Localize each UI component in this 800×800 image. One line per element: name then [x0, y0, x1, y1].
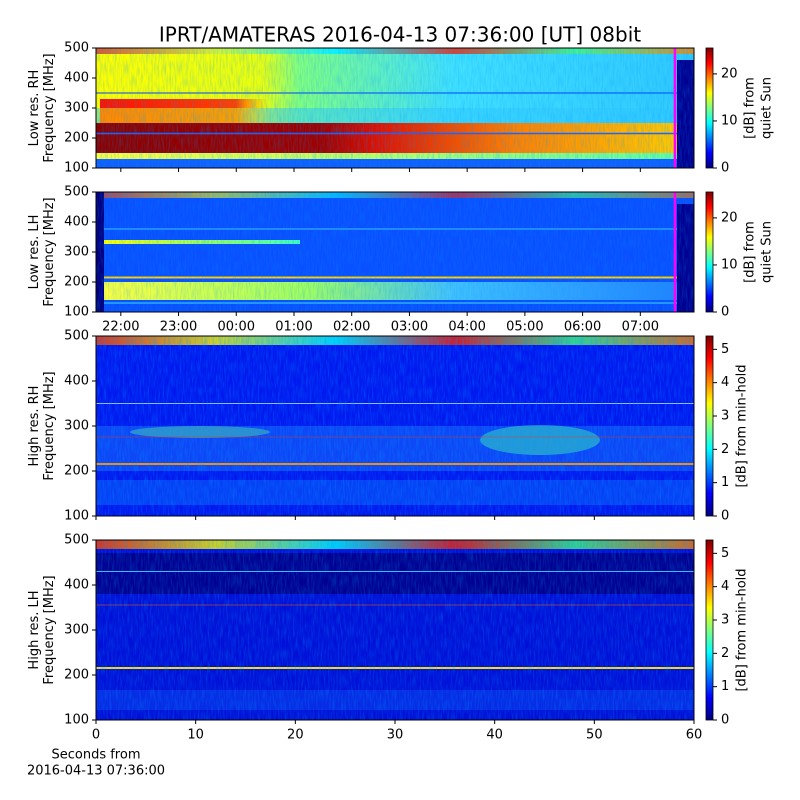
- x-tick-label: 02:00: [333, 320, 370, 335]
- x-tick-label: 05:00: [506, 320, 543, 335]
- x-axis-label: Seconds from: [51, 748, 140, 763]
- colorbar-tick-label: 20: [721, 66, 738, 81]
- x-tick-label: 60: [686, 728, 703, 743]
- figure-title: IPRT/AMATERAS 2016-04-13 07:36:00 [UT] 0…: [159, 23, 641, 47]
- colorbar-label: [dB] from: [743, 77, 758, 139]
- x-tick-label: 23:00: [160, 320, 197, 335]
- colorbar-tick-label: 5: [721, 546, 729, 561]
- colorbar: [705, 335, 714, 517]
- colorbar: [705, 539, 714, 721]
- x-tick-label: 22:00: [102, 320, 139, 335]
- y-axis-label: High res. RH: [27, 386, 42, 467]
- spectrogram: [96, 540, 694, 720]
- y-tick-label: 400: [64, 374, 89, 389]
- colorbar-tick-label: 10: [721, 113, 738, 128]
- colorbar-tick-label: 1: [721, 475, 729, 490]
- y-tick-label: 300: [64, 101, 89, 116]
- colorbar: [705, 191, 714, 313]
- x-tick-label: 30: [387, 728, 404, 743]
- x-tick-label: 40: [486, 728, 503, 743]
- y-tick-label: 300: [64, 245, 89, 260]
- y-axis-label: Frequency [MHz]: [42, 371, 57, 480]
- x-tick-label: 04:00: [448, 320, 485, 335]
- x-tick-label: 20: [287, 728, 304, 743]
- x-tick-label: 01:00: [275, 320, 312, 335]
- y-axis-label: Frequency [MHz]: [42, 197, 57, 306]
- y-axis-label: Frequency [MHz]: [42, 53, 57, 162]
- colorbar-tick-label: 3: [721, 409, 729, 424]
- y-tick-label: 400: [64, 71, 89, 86]
- colorbar-tick-label: 20: [721, 210, 738, 225]
- x-tick-label: 50: [586, 728, 603, 743]
- colorbar-tick-label: 3: [721, 613, 729, 628]
- colorbar-label: quiet Sun: [760, 221, 775, 283]
- x-tick-label: 03:00: [391, 320, 428, 335]
- colorbar-label: quiet Sun: [760, 77, 775, 139]
- colorbar-tick-label: 0: [721, 161, 729, 176]
- x-tick-label: 10: [187, 728, 204, 743]
- colorbar-tick-label: 0: [721, 509, 729, 524]
- spectrogram: [96, 48, 694, 168]
- y-tick-label: 200: [64, 668, 89, 683]
- y-tick-label: 400: [64, 578, 89, 593]
- y-axis-label: Low res. RH: [27, 70, 42, 147]
- y-tick-label: 100: [64, 161, 89, 176]
- colorbar-tick-label: 10: [721, 257, 738, 272]
- colorbar-label: [dB] from: [743, 221, 758, 283]
- colorbar-tick-label: 4: [721, 375, 729, 390]
- x-tick-label: 0: [92, 728, 100, 743]
- colorbar-tick-label: 2: [721, 442, 729, 457]
- colorbar: [705, 47, 714, 169]
- y-tick-label: 500: [64, 533, 89, 548]
- y-tick-label: 100: [64, 509, 89, 524]
- x-tick-label: 06:00: [564, 320, 601, 335]
- colorbar-tick-label: 4: [721, 579, 729, 594]
- y-tick-label: 200: [64, 275, 89, 290]
- y-tick-label: 400: [64, 215, 89, 230]
- y-tick-label: 200: [64, 464, 89, 479]
- y-tick-label: 500: [64, 185, 89, 200]
- colorbar-label: [dB] from min-hold: [735, 364, 750, 487]
- x-tick-label: 00:00: [218, 320, 255, 335]
- x-tick-label: 07:00: [622, 320, 659, 335]
- colorbar-tick-label: 2: [721, 646, 729, 661]
- colorbar-tick-label: 0: [721, 305, 729, 320]
- y-tick-label: 300: [64, 419, 89, 434]
- y-tick-label: 500: [64, 41, 89, 56]
- y-tick-label: 100: [64, 713, 89, 728]
- y-tick-label: 300: [64, 623, 89, 638]
- y-axis-label: Low res. LH: [27, 215, 42, 290]
- colorbar-label: [dB] from min-hold: [735, 568, 750, 691]
- y-tick-label: 100: [64, 305, 89, 320]
- y-axis-label: High res. LH: [27, 590, 42, 669]
- colorbar-tick-label: 1: [721, 679, 729, 694]
- y-tick-label: 200: [64, 131, 89, 146]
- y-axis-label: Frequency [MHz]: [42, 575, 57, 684]
- spectrogram: [96, 336, 694, 516]
- y-tick-label: 500: [64, 329, 89, 344]
- x-axis-label: 2016-04-13 07:36:00: [27, 764, 165, 779]
- spectrogram: [96, 192, 694, 312]
- colorbar-tick-label: 0: [721, 713, 729, 728]
- colorbar-tick-label: 5: [721, 342, 729, 357]
